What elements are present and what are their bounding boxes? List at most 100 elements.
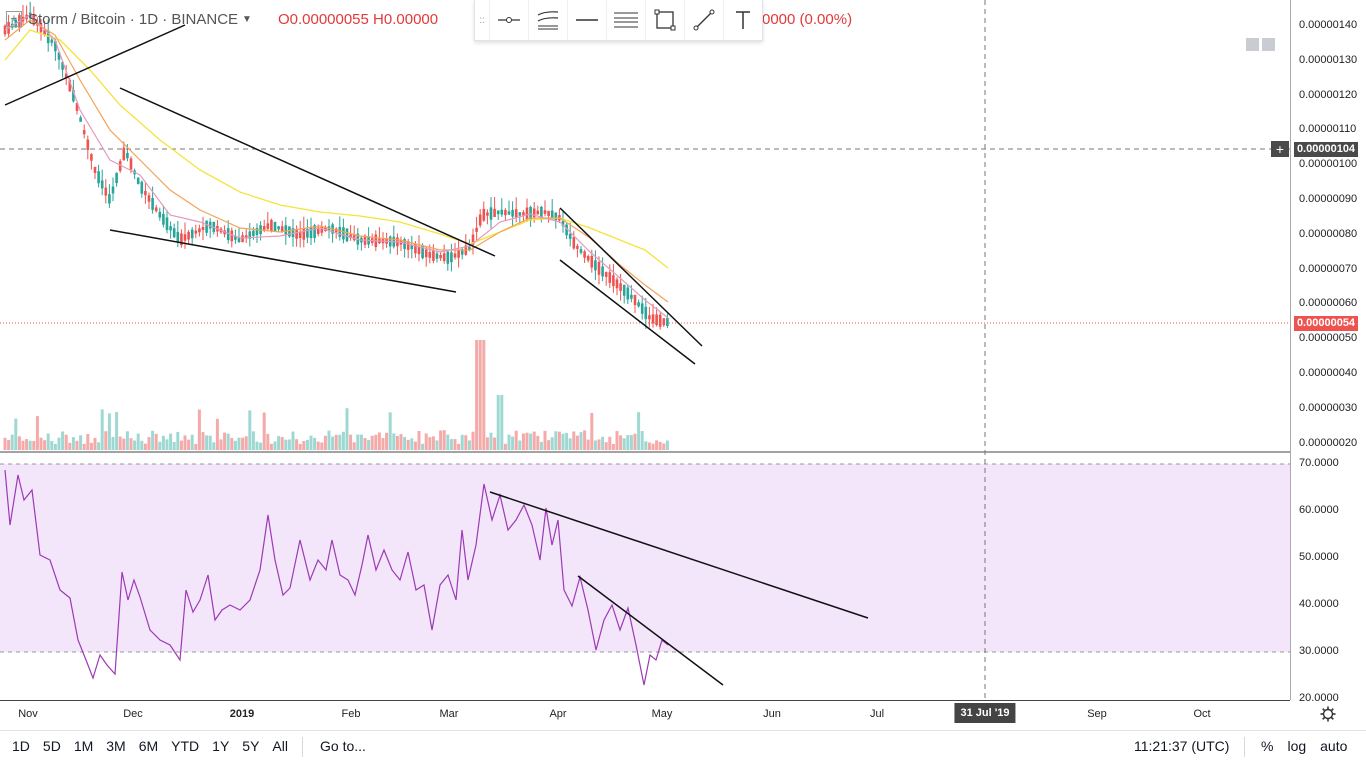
volume-bar xyxy=(352,442,356,450)
volume-bar xyxy=(518,440,522,450)
candle-body xyxy=(86,139,90,150)
trend-line-icon[interactable] xyxy=(685,0,724,40)
horizontal-line-icon[interactable] xyxy=(568,0,607,40)
volume-bar xyxy=(316,441,320,450)
candle-body xyxy=(403,239,406,249)
volume-bar xyxy=(431,436,435,450)
rsi-tick-label: 70.0000 xyxy=(1299,457,1339,469)
volume-bar xyxy=(14,418,18,450)
range-button-3m[interactable]: 3M xyxy=(106,738,126,754)
chevron-down-icon[interactable]: ▼ xyxy=(242,13,252,25)
percent-scale-toggle[interactable]: % xyxy=(1261,738,1274,754)
range-button-1m[interactable]: 1M xyxy=(73,738,94,754)
symbol-legend[interactable]: + Storm / Bitcoin · 1D · BINANCE ▼ O0.00… xyxy=(6,8,438,30)
text-icon[interactable] xyxy=(724,0,762,40)
volume-bar xyxy=(388,412,392,450)
volume-bar xyxy=(475,340,479,450)
volume-bar xyxy=(413,441,417,450)
time-axis[interactable]: Nov Dec 2019 Feb Mar Apr May Jun Jul Sep Oct 31 Ju… xyxy=(0,700,1290,729)
range-button-5d[interactable]: 5D xyxy=(42,738,61,754)
volume-bar xyxy=(118,436,122,450)
volume-bar xyxy=(629,435,633,450)
rsi-trend-line[interactable] xyxy=(577,575,724,686)
candle-body xyxy=(345,228,349,242)
rsi-trend-line[interactable] xyxy=(489,491,869,619)
chart-canvas[interactable] xyxy=(0,0,1290,700)
trend-line[interactable] xyxy=(559,259,696,365)
log-scale-toggle[interactable]: log xyxy=(1287,738,1307,754)
volume-bar xyxy=(428,437,432,450)
trend-line[interactable] xyxy=(119,87,496,257)
volume-bar xyxy=(457,443,461,450)
goto-button[interactable]: Go to... xyxy=(320,738,366,754)
volume-bar xyxy=(529,433,533,450)
candle-body xyxy=(291,228,295,238)
volume-bar xyxy=(68,442,72,450)
chart-settings-button[interactable] xyxy=(1290,700,1366,728)
change-value: 0000 (0.00%) xyxy=(762,10,853,28)
ma-slow-line xyxy=(4,29,669,269)
volume-bar xyxy=(125,431,129,450)
symbol-title[interactable]: Storm / Bitcoin · 1D · BINANCE xyxy=(28,10,239,28)
range-button-1y[interactable]: 1Y xyxy=(212,738,230,754)
volume-bar xyxy=(64,434,68,450)
collapse-pane-icon[interactable] xyxy=(1246,38,1259,51)
volume-bar xyxy=(367,439,371,450)
range-button-6m[interactable]: 6M xyxy=(138,738,159,754)
range-button-ytd[interactable]: YTD xyxy=(171,738,200,754)
range-button-5y[interactable]: 5Y xyxy=(242,738,260,754)
volume-bar xyxy=(269,443,273,450)
volume-bar xyxy=(298,443,302,450)
candle-body xyxy=(75,103,79,111)
candle-body xyxy=(586,255,590,261)
fib-retracement-icon[interactable] xyxy=(607,0,646,40)
range-button-1d[interactable]: 1D xyxy=(12,738,30,754)
crosshair-plus-icon[interactable]: + xyxy=(1271,141,1289,157)
chart-area[interactable]: + Storm / Bitcoin · 1D · BINANCE ▼ O0.00… xyxy=(0,0,1290,700)
trend-line[interactable] xyxy=(4,24,186,106)
candle-body xyxy=(100,180,104,189)
symbol-search-icon[interactable]: + xyxy=(6,11,22,27)
price-tick-label: 0.00000100 xyxy=(1299,158,1358,171)
trend-line[interactable] xyxy=(109,229,457,293)
candle-body xyxy=(496,210,500,215)
candle-body xyxy=(655,314,658,326)
parallel-channel-icon[interactable] xyxy=(529,0,568,40)
clock[interactable]: 11:21:37 (UTC) xyxy=(1134,738,1230,754)
candle-body xyxy=(183,234,187,241)
toolbar-grip[interactable]: :: xyxy=(475,0,490,40)
candle-body xyxy=(194,230,198,234)
candle-body xyxy=(518,212,522,216)
candle-body xyxy=(208,221,212,229)
volume-bar xyxy=(295,439,299,450)
candle-body xyxy=(158,211,162,218)
range-button-all[interactable]: All xyxy=(272,738,288,754)
candle-body xyxy=(489,207,493,220)
volume-bar xyxy=(644,441,648,450)
candle-body xyxy=(126,152,129,159)
volume-bar xyxy=(140,440,144,450)
candle-body xyxy=(104,187,108,196)
horizontal-ray-icon[interactable] xyxy=(490,0,529,40)
candle-body xyxy=(439,254,442,259)
volume-bar xyxy=(446,434,450,450)
maximize-pane-icon[interactable] xyxy=(1262,38,1275,51)
volume-bar xyxy=(485,437,489,450)
trend-line[interactable] xyxy=(559,207,703,347)
volume-bar xyxy=(57,437,61,450)
time-tick-label: 2019 xyxy=(229,708,255,720)
candle-body xyxy=(144,190,147,196)
volume-bar xyxy=(89,442,93,450)
volume-bar xyxy=(215,418,219,450)
rectangle-icon[interactable] xyxy=(646,0,685,40)
volume-bar xyxy=(46,433,50,450)
auto-scale-toggle[interactable]: auto xyxy=(1320,738,1348,754)
candle-body xyxy=(428,251,432,258)
volume-bar xyxy=(593,440,597,450)
volume-bar xyxy=(604,442,608,450)
volume-bar xyxy=(176,431,180,450)
candle-body xyxy=(280,226,284,232)
price-axis[interactable]: 0.00000140 0.00000130 0.00000120 0.00000110… xyxy=(1290,0,1366,704)
candle-body xyxy=(568,233,572,239)
volume-bar xyxy=(356,434,360,450)
